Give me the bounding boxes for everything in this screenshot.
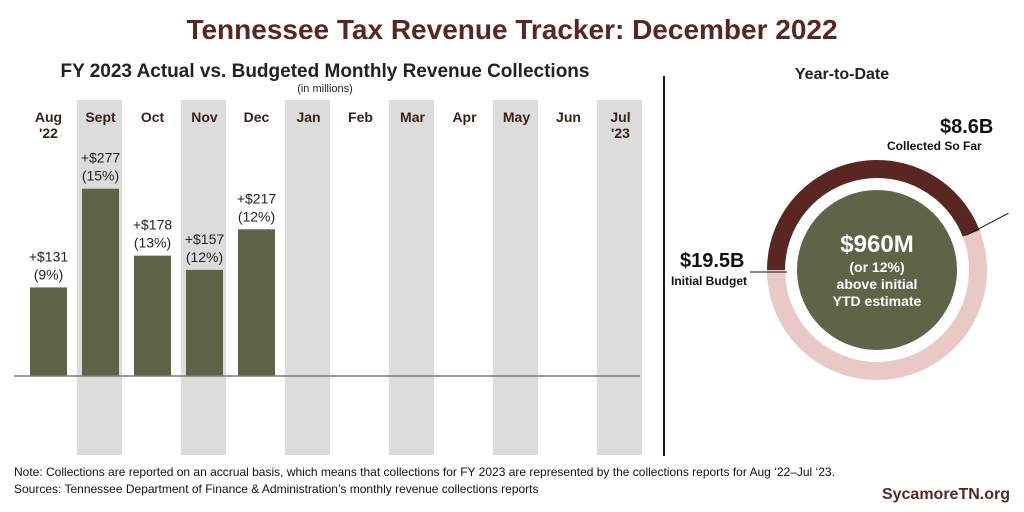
collected-leader-line (966, 212, 1009, 236)
center-circle (797, 190, 957, 350)
bar (30, 287, 67, 376)
x-tick-label: '22 (39, 125, 58, 141)
bar-pct-label: (12%) (238, 208, 275, 224)
x-tick-label: Mar (400, 109, 425, 125)
x-tick-label: Nov (191, 109, 218, 125)
ytd-center-summary: $960M (or 12%) above initial YTD estimat… (797, 190, 957, 350)
x-tick-label: Feb (348, 109, 373, 125)
x-tick-label: '23 (611, 125, 630, 141)
bar-value-label: +$277 (81, 150, 121, 166)
x-tick-label: Dec (244, 109, 270, 125)
page-title: Tennessee Tax Revenue Tracker: December … (186, 14, 838, 45)
bar-pct-label: (15%) (82, 168, 119, 184)
bar-value-label: +$157 (185, 231, 225, 247)
x-tick-label: Jul (610, 109, 630, 125)
x-tick-label: Jan (296, 109, 320, 125)
x-tick-label: Apr (452, 109, 477, 125)
x-tick-label: May (503, 109, 530, 125)
collected-label: Collected So Far (887, 139, 982, 153)
bar-value-label: +$178 (133, 217, 173, 233)
bar (238, 229, 275, 376)
section-divider (663, 76, 665, 456)
ytd-center-line3: YTD estimate (832, 292, 922, 309)
footnote: Note: Collections are reported on an acc… (14, 465, 835, 479)
ytd-center-line1: (or 12%) (849, 258, 905, 275)
bar (134, 255, 171, 376)
brand-logo-text: SycamoreTN.org (881, 486, 1010, 503)
shaded-column (493, 100, 538, 455)
bar (82, 188, 119, 376)
bar-pct-label: (9%) (34, 266, 64, 282)
bar-value-label: +$217 (237, 190, 277, 206)
bar-value-label: +$131 (29, 248, 69, 264)
ytd-center-amount: $960M (840, 230, 914, 258)
ytd-title: Year-to-Date (794, 66, 890, 83)
bar-pct-label: (12%) (186, 249, 223, 265)
monthly-bar-chart: Aug'22 +$131 (9%) Sept +$277 (15%) Oct +$178 (13… (14, 100, 642, 455)
x-tick-label: Jun (556, 109, 581, 125)
collected-value: $8.6B (940, 116, 994, 138)
shaded-column (597, 100, 642, 455)
bar-pct-label: (13%) (134, 235, 171, 251)
ytd-donut-chart (750, 160, 1009, 380)
budget-label: Initial Budget (671, 274, 747, 288)
collected-arc (767, 160, 980, 271)
shaded-column (285, 100, 330, 455)
bar (186, 269, 223, 376)
sources: Sources: Tennessee Department of Finance… (14, 482, 539, 496)
chart-title: FY 2023 Actual vs. Budgeted Monthly Reve… (60, 61, 590, 82)
shaded-column (389, 100, 434, 455)
x-tick-label: Sept (85, 109, 116, 125)
x-tick-label: Oct (141, 109, 165, 125)
ytd-center-line2: above initial (836, 275, 918, 292)
x-tick-label: Aug (35, 109, 62, 125)
chart-units: (in millions) (297, 83, 353, 95)
budget-value: $19.5B (680, 250, 745, 272)
